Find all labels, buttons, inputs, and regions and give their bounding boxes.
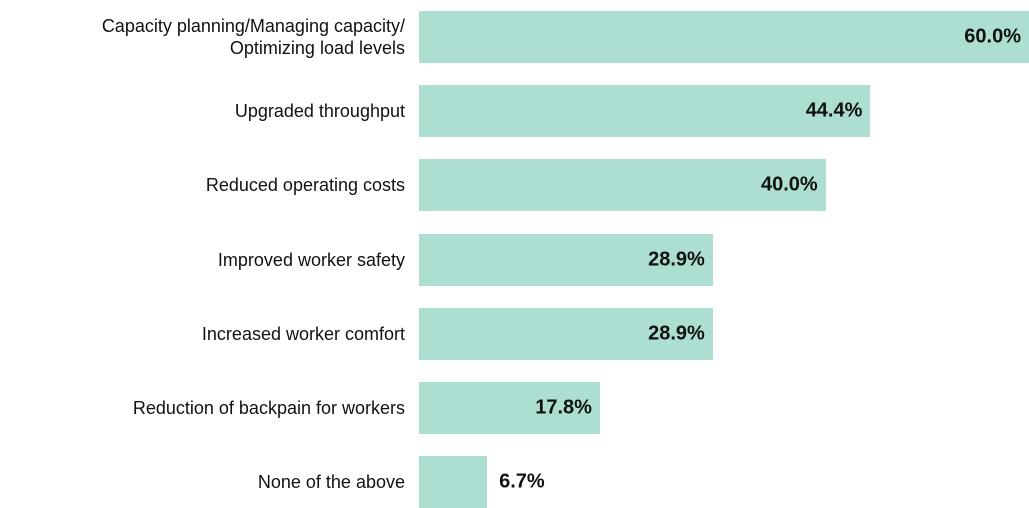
category-label: Increased worker comfort <box>201 323 405 344</box>
category-label: Capacity planning/Managing capacity/ Opt… <box>101 16 405 58</box>
value-label: 6.7% <box>499 470 545 493</box>
category-label: Upgraded throughput <box>234 101 405 122</box>
category-label: Reduced operating costs <box>205 175 405 196</box>
bar <box>419 159 826 212</box>
value-label: 60.0% <box>964 25 1021 48</box>
category-label: Improved worker safety <box>217 249 405 270</box>
value-label: 28.9% <box>648 248 705 271</box>
value-label: 44.4% <box>805 99 863 122</box>
bar <box>419 307 713 360</box>
bar <box>419 11 1029 63</box>
value-label: 40.0% <box>760 173 818 196</box>
bar <box>419 382 600 434</box>
bar <box>419 85 871 138</box>
value-label: 28.9% <box>648 322 705 345</box>
category-label: Reduction of backpain for workers <box>132 398 405 418</box>
category-label: None of the above <box>257 472 405 493</box>
bar <box>419 456 488 508</box>
value-label: 17.8% <box>535 396 592 419</box>
bar <box>419 233 713 286</box>
